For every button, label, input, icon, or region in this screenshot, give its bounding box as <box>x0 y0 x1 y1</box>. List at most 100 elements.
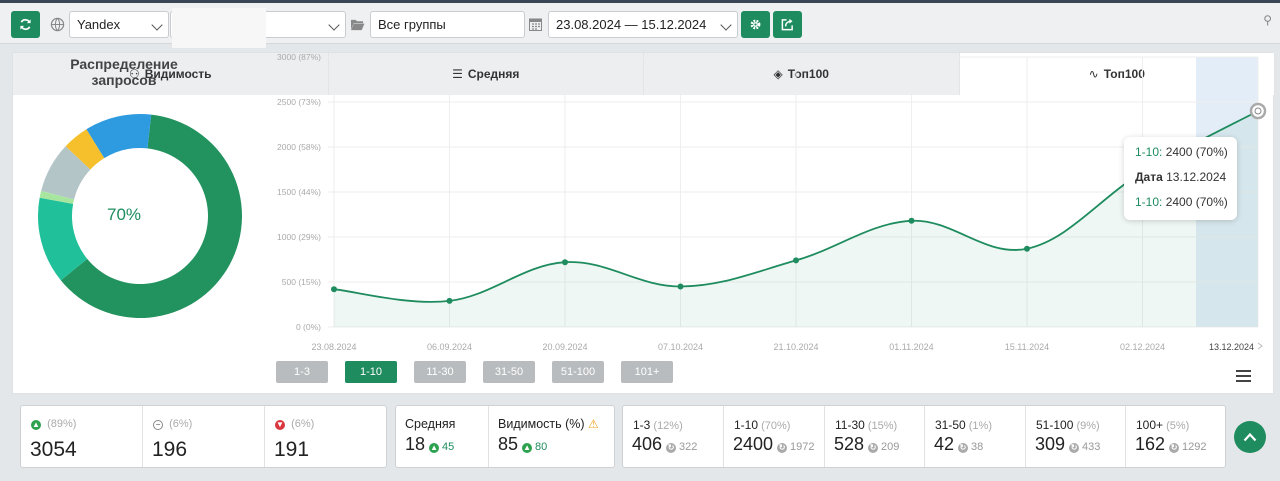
data-point[interactable] <box>331 286 337 293</box>
range-stat-header: 31-50 (1%) <box>935 418 992 432</box>
donut-segment-1-10[interactable] <box>60 114 243 318</box>
range-stat-header: 100+ (5%) <box>1136 418 1189 432</box>
y-tick-label: 3000 (87%) <box>277 54 321 62</box>
range-button-11-30[interactable]: 11-30 <box>414 361 466 383</box>
range-stat-pct: (70%) <box>761 420 791 432</box>
data-point[interactable] <box>908 217 915 224</box>
donut-segment-11-30[interactable] <box>37 197 88 281</box>
range-stat-prev: ↻ 209 <box>868 441 899 453</box>
stat-pct-value: (6%) <box>291 418 315 430</box>
range-stat-label: 1-3 <box>633 418 651 432</box>
top-border <box>0 0 1280 3</box>
range-button-51-100[interactable]: 51-100 <box>552 361 604 383</box>
stat-value: 3054 <box>30 438 77 461</box>
donut-segment-51-100[interactable] <box>41 146 91 200</box>
range-stat-values: 42 ↻ 38 <box>934 434 983 455</box>
chart-tooltip: 1-10: 2400 (70%) Дата 13.12.2024 1-10: 2… <box>1124 137 1237 220</box>
chevron-down-icon <box>720 19 732 31</box>
refresh-button[interactable] <box>11 11 40 38</box>
stat-pct: ▲ (89%) <box>31 418 76 430</box>
range-stat-prev-value: 1292 <box>1182 441 1207 453</box>
chevron-up-icon <box>1243 432 1257 442</box>
data-point[interactable] <box>1024 245 1030 252</box>
range-stat-prev-value: 322 <box>679 441 698 453</box>
unchanged-stat: − (6%) 196 <box>143 406 265 467</box>
history-icon: ↻ <box>666 443 677 453</box>
hamburger-menu-icon[interactable] <box>1236 370 1251 385</box>
donut-segment-100+[interactable] <box>65 129 105 170</box>
series-line-1-10 <box>333 110 1259 303</box>
tab-label: Средняя <box>467 67 520 81</box>
donut-center-value: 70% <box>106 205 142 224</box>
x-tick-label: 21.10.2024 <box>773 342 818 352</box>
range-stat-prev: ↻ 322 <box>666 441 697 453</box>
pin-icon[interactable]: ⚲ <box>1263 13 1272 27</box>
range-stat-51-100: 51-100 (9%) 309 ↻ 433 <box>1026 406 1126 467</box>
range-button-101-plus[interactable]: 101+ <box>621 361 673 383</box>
group-select[interactable]: Все группы <box>370 11 525 38</box>
average-delta: ▲ 45 <box>429 441 454 453</box>
refresh-icon <box>20 18 31 31</box>
range-stat-label: 11-30 <box>835 418 865 432</box>
series-area <box>334 111 1258 327</box>
data-point[interactable] <box>793 257 799 264</box>
history-icon: ↻ <box>777 443 788 453</box>
warning-icon[interactable]: ⚠ <box>588 417 599 431</box>
data-point[interactable] <box>446 297 453 304</box>
x-tick-label: 23.08.2024 <box>311 342 356 352</box>
range-stat-prev: ↻ 1292 <box>1169 441 1207 453</box>
range-button-1-10[interactable]: 1-10 <box>345 361 397 383</box>
range-stat-prev-value: 209 <box>881 441 900 453</box>
range-stat-prev-value: 38 <box>971 441 984 453</box>
data-point[interactable] <box>677 283 684 290</box>
range-stat-pct: (12%) <box>653 420 683 432</box>
data-point-hovered-center <box>1254 107 1262 115</box>
range-stat-prev-value: 1972 <box>790 441 815 453</box>
declined-stat: ▼ (6%) 191 <box>265 406 386 467</box>
donut-segment-1-3[interactable] <box>86 114 152 159</box>
settings-button[interactable] <box>741 11 770 38</box>
axis-arrow <box>1257 342 1263 350</box>
tooltip-date-value: 13.12.2024 <box>1166 170 1227 184</box>
chevron-down-icon <box>328 19 340 31</box>
range-stat-values: 406 ↻ 322 <box>632 434 697 455</box>
average-value: 18 <box>405 434 426 454</box>
date-range-select[interactable]: 23.08.2024 — 15.12.2024 <box>548 11 738 38</box>
range-stat-1-10: 1-10 (70%) 2400 ↻ 1972 <box>724 406 825 467</box>
range-stat-value: 2400 <box>733 434 774 454</box>
scroll-up-button[interactable] <box>1234 421 1266 453</box>
range-stat-label: 1-10 <box>734 418 759 432</box>
range-stat-header: 11-30 (15%) <box>835 418 897 432</box>
range-stat-label: 100+ <box>1136 418 1164 432</box>
stat-pct: − (6%) <box>153 418 192 430</box>
range-stat-pct: (9%) <box>1076 420 1100 432</box>
tooltip-row: 1-10: 2400 (70%) <box>1135 146 1237 159</box>
average-visibility-card: Средняя 18 ▲ 45 Видимость (%) ⚠ 85 ▲ 80 <box>395 405 615 468</box>
visibility-delta-value: 80 <box>535 441 548 453</box>
tab-visibility[interactable]: ⚇ Видимость <box>13 53 329 95</box>
visibility-value-row: 85 ▲ 80 <box>498 434 547 455</box>
tab-top100-bar[interactable]: ◈ Топ100 <box>644 53 960 95</box>
x-tick-label: 02.12.2024 <box>1120 342 1165 352</box>
search-engine-select[interactable]: Yandex <box>69 11 169 38</box>
range-stat-pct: (5%) <box>1166 420 1190 432</box>
range-stat-value: 42 <box>934 434 955 454</box>
range-button-31-50[interactable]: 31-50 <box>483 361 535 383</box>
distribution-donut <box>37 114 243 318</box>
up-circle-icon: ▲ <box>522 443 533 453</box>
donut-segment-31-50[interactable] <box>39 190 75 204</box>
tab-average[interactable]: ☰ Средняя <box>328 53 644 95</box>
chevron-down-icon <box>151 19 163 31</box>
history-icon: ↻ <box>868 443 879 453</box>
range-stat-header: 1-10 (70%) <box>734 418 790 432</box>
stat-pct: ▼ (6%) <box>275 418 314 430</box>
average-value-row: 18 ▲ 45 <box>405 434 454 455</box>
data-point[interactable] <box>562 259 568 266</box>
share-icon <box>781 18 793 31</box>
export-button[interactable] <box>773 11 802 38</box>
range-stat-values: 528 ↻ 209 <box>834 434 899 455</box>
range-stat-label: 51-100 <box>1036 418 1074 432</box>
visibility-stat: Видимость (%) ⚠ 85 ▲ 80 <box>489 406 614 467</box>
range-button-1-3[interactable]: 1-3 <box>276 361 328 383</box>
x-tick-label: 13.12.2024 <box>1209 342 1254 352</box>
